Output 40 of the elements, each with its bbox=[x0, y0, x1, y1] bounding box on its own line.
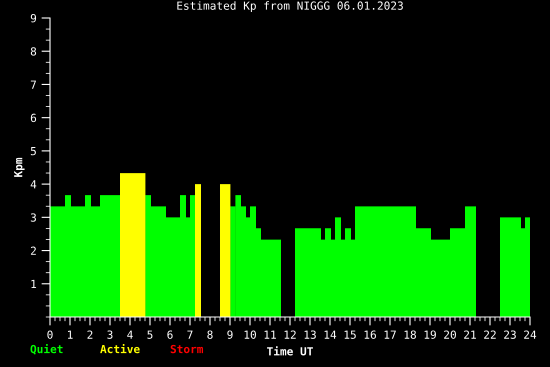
x-tick-label: 23 bbox=[504, 330, 516, 339]
chart-title: Estimated Kp from NIGGG 06.01.2023 bbox=[177, 1, 403, 12]
x-tick-label: 22 bbox=[484, 330, 496, 339]
x-tick-label: 12 bbox=[284, 330, 296, 339]
x-tick-label: 18 bbox=[404, 330, 416, 339]
x-tick-label: 21 bbox=[464, 330, 476, 339]
text: Active bbox=[100, 344, 140, 354]
y-tick-label: 7 bbox=[30, 80, 36, 89]
x-axis-title: Time UT bbox=[267, 346, 313, 356]
y-tick-label: 5 bbox=[30, 147, 36, 156]
x-tick-label: 19 bbox=[424, 330, 436, 339]
x-tick-label: 20 bbox=[444, 330, 456, 339]
y-tick-label: 3 bbox=[30, 213, 36, 222]
y-tick-label: 4 bbox=[30, 180, 36, 188]
x-tick-label: 13 bbox=[304, 330, 316, 339]
y-tick-label: 9 bbox=[30, 14, 36, 22]
text: Quiet bbox=[30, 344, 63, 355]
y-tick-label: 2 bbox=[30, 246, 36, 255]
x-tick-label: 15 bbox=[344, 330, 356, 339]
x-tick-label: 16 bbox=[364, 330, 376, 339]
x-tick-label: 6 bbox=[167, 330, 173, 339]
x-tick-label: 17 bbox=[384, 330, 396, 339]
y-axis-title: Kpm bbox=[14, 158, 25, 177]
x-tick-label: 0 bbox=[47, 330, 53, 339]
x-tick-label: 5 bbox=[147, 330, 152, 339]
x-tick-label: 14 bbox=[324, 330, 336, 339]
x-tick-label: 9 bbox=[227, 330, 233, 339]
x-tick-label: 3 bbox=[107, 330, 113, 339]
x-tick-label: 4 bbox=[127, 330, 133, 339]
y-tick-label: 6 bbox=[30, 114, 36, 122]
y-tick-label: 8 bbox=[30, 47, 36, 56]
x-tick-label: 11 bbox=[264, 330, 276, 339]
text: Storm bbox=[170, 344, 204, 354]
y-tick-label: 1 bbox=[31, 280, 36, 288]
x-tick-label: 8 bbox=[207, 330, 213, 339]
x-tick-label: 1 bbox=[68, 330, 73, 339]
x-tick-label: 24 bbox=[524, 330, 536, 339]
x-tick-label: 2 bbox=[87, 330, 92, 339]
x-tick-label: 10 bbox=[244, 330, 256, 339]
x-tick-label: 7 bbox=[187, 330, 193, 339]
